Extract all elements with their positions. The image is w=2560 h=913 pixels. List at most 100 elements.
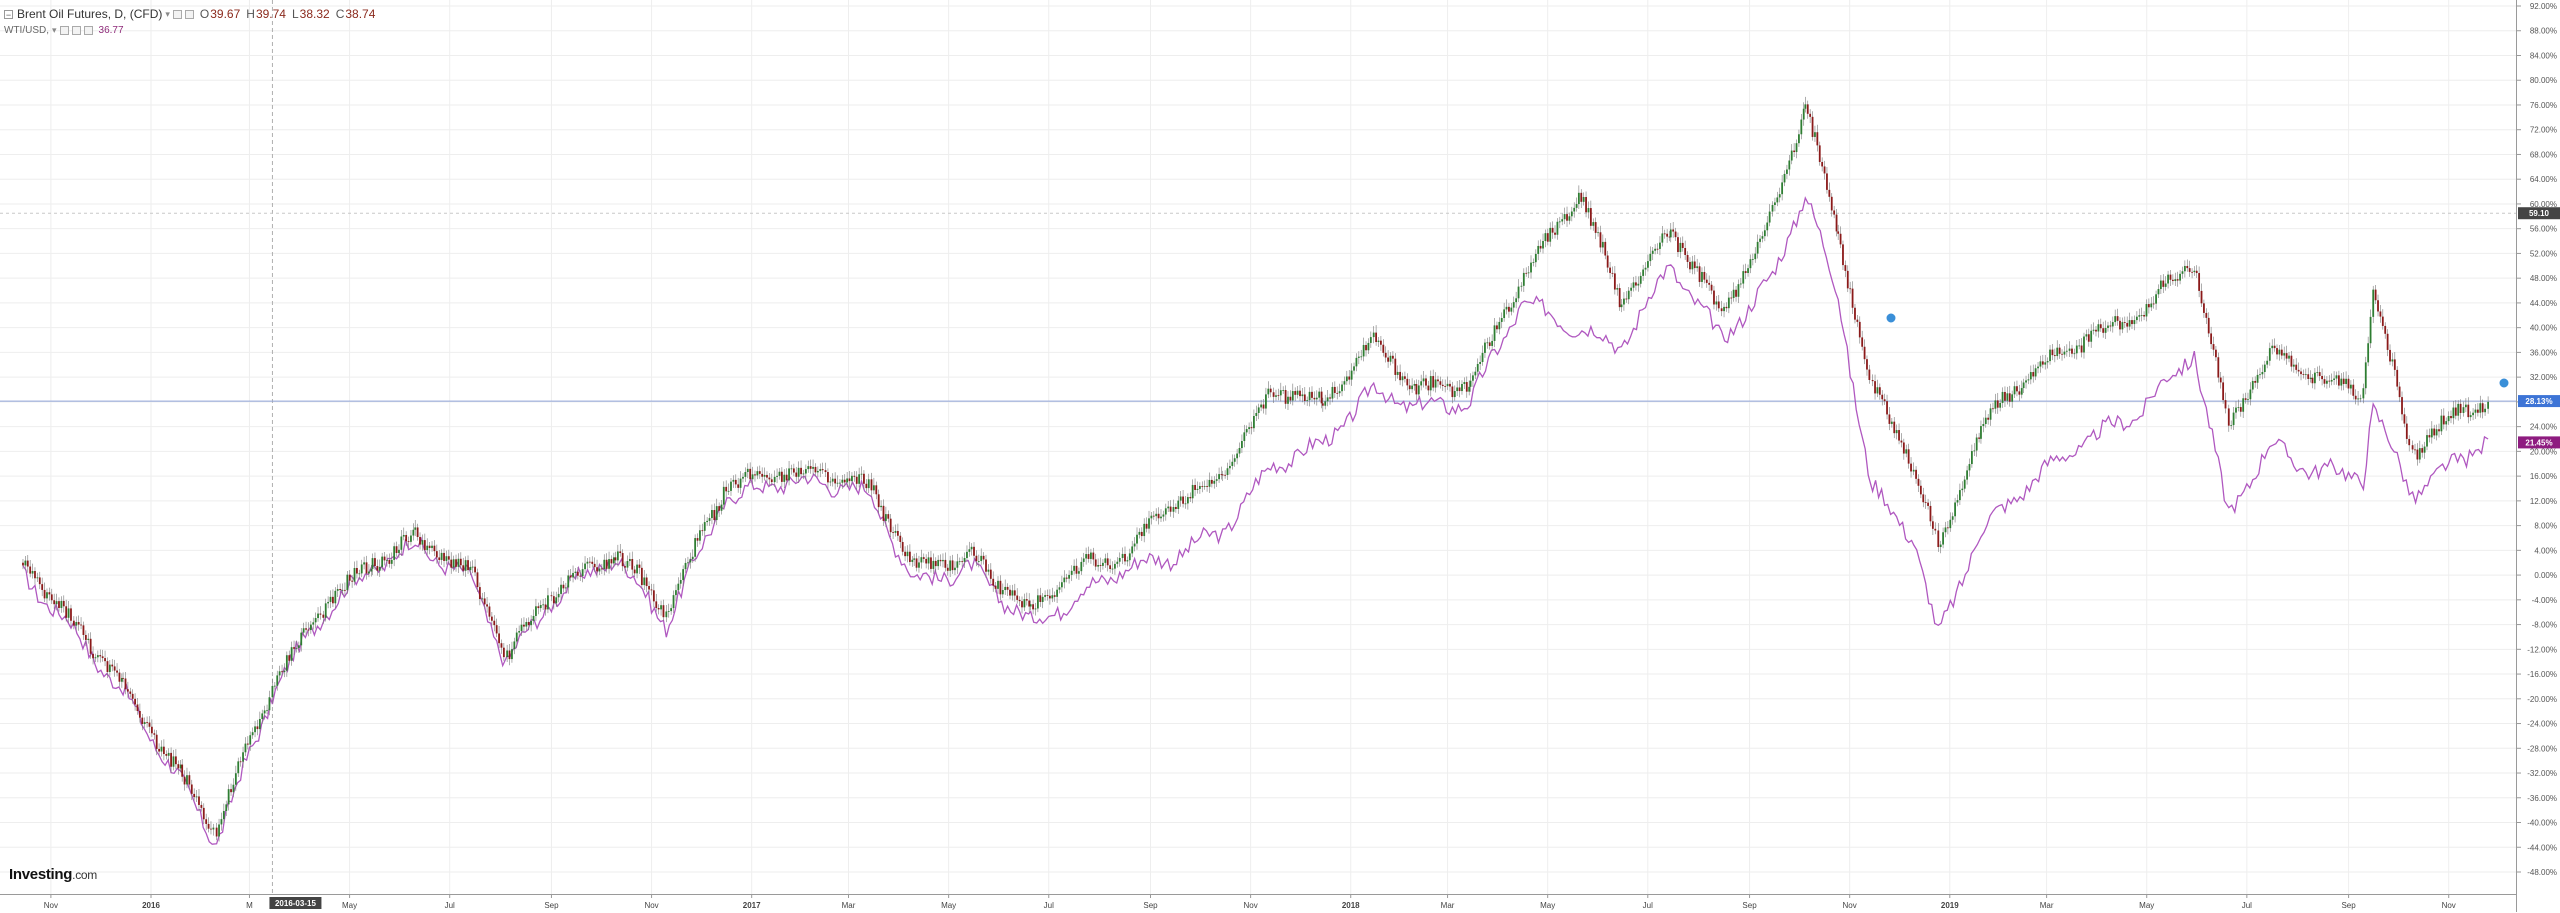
time-axis-svg[interactable]: Nov 2016 M May Jul Sep Nov 2017 Mar May Jul Sep Nov 2…: [0, 895, 2516, 913]
candle: [899, 532, 902, 549]
candle-body: [423, 540, 426, 551]
candle: [1659, 236, 1661, 256]
candle: [398, 544, 400, 558]
candle: [2450, 410, 2452, 424]
compare-series-title[interactable]: WTI/USD,: [4, 24, 49, 36]
candle: [624, 561, 626, 574]
price-axis[interactable]: 92.00% 88.00% 84.00% 80.00% 76.00% 72.00% 68.0…: [2516, 0, 2560, 912]
chevron-down-icon[interactable]: ▾: [165, 8, 170, 19]
collapse-legend-button[interactable]: −: [4, 9, 13, 20]
close-icon[interactable]: [83, 25, 93, 35]
candle-body: [1104, 558, 1107, 563]
candle: [515, 627, 518, 648]
candle: [2452, 401, 2455, 425]
candle-body: [2454, 407, 2457, 416]
candle-body: [1318, 391, 1321, 398]
candle: [336, 584, 339, 598]
candle-body: [2087, 334, 2090, 342]
time-tick-label: M: [246, 901, 253, 910]
candle: [2423, 441, 2426, 459]
candle-body: [1949, 519, 1952, 529]
chart-svg[interactable]: [0, 0, 2516, 894]
candle-body: [843, 479, 846, 483]
candle: [1051, 587, 1054, 603]
candle: [1417, 379, 1420, 399]
candle: [1703, 266, 1706, 284]
candle-body: [621, 553, 624, 567]
candle: [1231, 454, 1234, 470]
candle: [1756, 234, 1759, 259]
candle-body: [1737, 284, 1740, 297]
candle: [645, 573, 648, 593]
candle-body: [608, 559, 610, 569]
candle-body: [718, 506, 721, 511]
candle-body: [230, 789, 232, 793]
candle-body: [2325, 380, 2328, 384]
candle: [2474, 404, 2477, 419]
candle: [1613, 265, 1616, 295]
candle-body: [1613, 273, 1616, 290]
candle-body: [889, 518, 892, 533]
candle: [2181, 266, 2184, 279]
candle-body: [2318, 372, 2321, 376]
candle: [500, 639, 503, 654]
candle: [232, 778, 235, 798]
candle-body: [307, 629, 310, 631]
eye-icon[interactable]: [59, 25, 69, 35]
chevron-down-icon[interactable]: ▾: [52, 24, 57, 35]
time-tick-label: Nov: [2442, 901, 2456, 910]
candle-body: [1520, 285, 1523, 287]
investing-logo: Investing.com: [9, 866, 97, 883]
candle: [1253, 409, 1255, 432]
candle-body: [1863, 346, 1866, 360]
candle-body: [1097, 564, 1100, 567]
candle: [1243, 424, 1246, 448]
candle: [143, 717, 146, 728]
candle-body: [1647, 261, 1649, 268]
candle-body: [1601, 241, 1604, 248]
candle: [605, 553, 608, 573]
candle-body: [2474, 409, 2477, 413]
candle: [2266, 356, 2269, 369]
main-series-title[interactable]: Brent Oil Futures, D, (CFD): [17, 7, 163, 21]
candle: [1182, 490, 1184, 508]
price-axis-svg[interactable]: 92.00%88.00%84.00%80.00%76.00%72.00%68.0…: [2517, 0, 2560, 912]
settings-icon[interactable]: [184, 9, 194, 19]
candle: [1058, 581, 1061, 594]
candle-body: [314, 618, 317, 623]
candle: [1203, 480, 1206, 490]
candle: [1272, 387, 1275, 404]
candle: [2464, 398, 2467, 413]
candle-body: [2457, 403, 2460, 416]
time-axis[interactable]: Nov 2016 M May Jul Sep Nov 2017 Mar May Jul Sep Nov 2…: [0, 894, 2516, 913]
chart-plot-area[interactable]: − Brent Oil Futures, D, (CFD) ▾ O 39.67 H…: [0, 0, 2516, 894]
price-tick-label: -28.00%: [2527, 744, 2557, 753]
candle: [1104, 553, 1107, 568]
eye-icon[interactable]: [172, 9, 182, 19]
candle: [1992, 402, 1994, 413]
candle: [271, 678, 274, 704]
candle-body: [1148, 518, 1150, 529]
candle: [261, 709, 264, 724]
candle-body: [1029, 604, 1032, 607]
settings-icon[interactable]: [71, 25, 81, 35]
candle-body: [210, 828, 212, 830]
candle-body: [2068, 348, 2071, 351]
candle: [1036, 588, 1039, 613]
candle-body: [1245, 429, 1248, 433]
candle-body: [812, 466, 814, 469]
candle-body: [1735, 289, 1737, 297]
candle: [1549, 222, 1552, 247]
candle: [2469, 411, 2472, 421]
candle: [1109, 558, 1112, 573]
candle: [1876, 379, 1879, 398]
candle: [846, 471, 849, 488]
candle-body: [949, 560, 952, 571]
candle: [2297, 362, 2300, 377]
candle: [1465, 376, 1468, 398]
main-series-legend: − Brent Oil Futures, D, (CFD) ▾ O 39.67 H…: [4, 6, 375, 22]
candle-body: [2288, 355, 2290, 359]
time-tick-label: May: [342, 901, 357, 910]
candle: [1009, 585, 1011, 600]
candle: [190, 779, 193, 801]
